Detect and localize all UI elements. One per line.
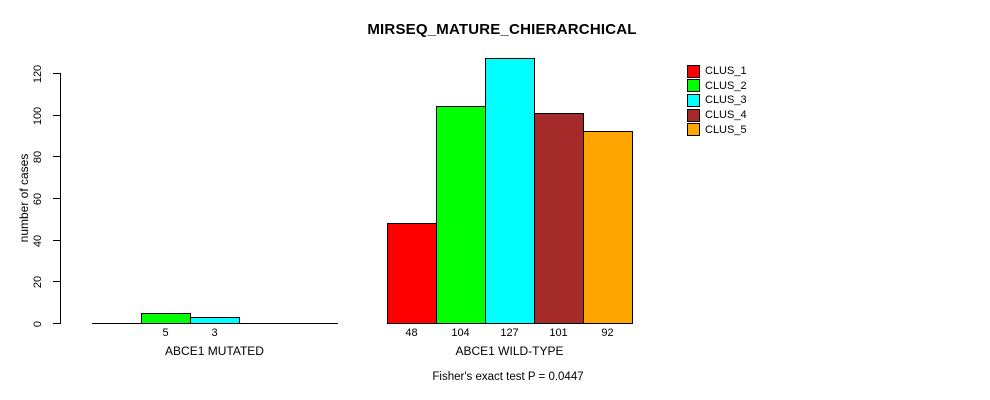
bar-clus_2-group1: [141, 313, 191, 324]
bar-clus_2-group2: [436, 106, 486, 324]
legend-swatch-clus_1: [687, 64, 700, 78]
bar-value-label: 3: [211, 327, 218, 339]
y-tick-label: 80: [32, 150, 44, 163]
legend-label-clus_3: CLUS_3: [705, 94, 747, 107]
bar-value-label: 127: [500, 327, 519, 339]
legend-label-clus_4: CLUS_4: [705, 109, 747, 122]
bar-value-label: 101: [549, 327, 568, 339]
bar-clus_5-group2: [583, 131, 633, 324]
legend-swatch-clus_3: [687, 93, 700, 107]
y-axis-tick: [53, 156, 60, 157]
legend-label-clus_1: CLUS_1: [705, 65, 747, 77]
y-tick-label: 60: [32, 192, 44, 205]
group-label: ABCE1 WILD-TYPE: [455, 344, 564, 358]
bar-value-label: 5: [162, 327, 169, 339]
bar-value-label: 48: [405, 327, 418, 339]
y-axis-tick: [53, 281, 60, 282]
y-axis-tick: [53, 115, 60, 116]
y-tick-label: 20: [32, 275, 44, 288]
bar-clus_3-group2: [485, 58, 535, 324]
legend-swatch-clus_4: [687, 108, 700, 122]
bar-clus_3-group1: [190, 317, 240, 324]
legend-label-clus_2: CLUS_2: [705, 79, 747, 92]
y-tick-label: 40: [32, 234, 44, 247]
bar-clus_1-group2: [387, 223, 437, 324]
legend-label-clus_5: CLUS_5: [705, 123, 747, 136]
y-axis-tick: [53, 198, 60, 199]
y-axis-tick: [53, 323, 60, 324]
y-tick-label: 100: [32, 106, 44, 125]
y-axis-tick: [53, 73, 60, 74]
bar-value-label: 92: [601, 327, 614, 339]
chart-title: MIRSEQ_MATURE_CHIERARCHICAL: [367, 21, 637, 38]
annotation-text: Fisher's exact test P = 0.0447: [432, 371, 584, 383]
y-tick-label: 120: [32, 64, 44, 83]
bar-value-label: 104: [451, 327, 470, 339]
legend-swatch-clus_5: [687, 123, 700, 137]
legend-swatch-clus_2: [687, 79, 700, 93]
y-axis-line: [60, 73, 61, 324]
y-axis-tick: [53, 240, 60, 241]
group-label: ABCE1 MUTATED: [165, 344, 264, 358]
y-tick-label: 0: [32, 320, 44, 327]
bar-clus_4-group2: [534, 113, 584, 324]
